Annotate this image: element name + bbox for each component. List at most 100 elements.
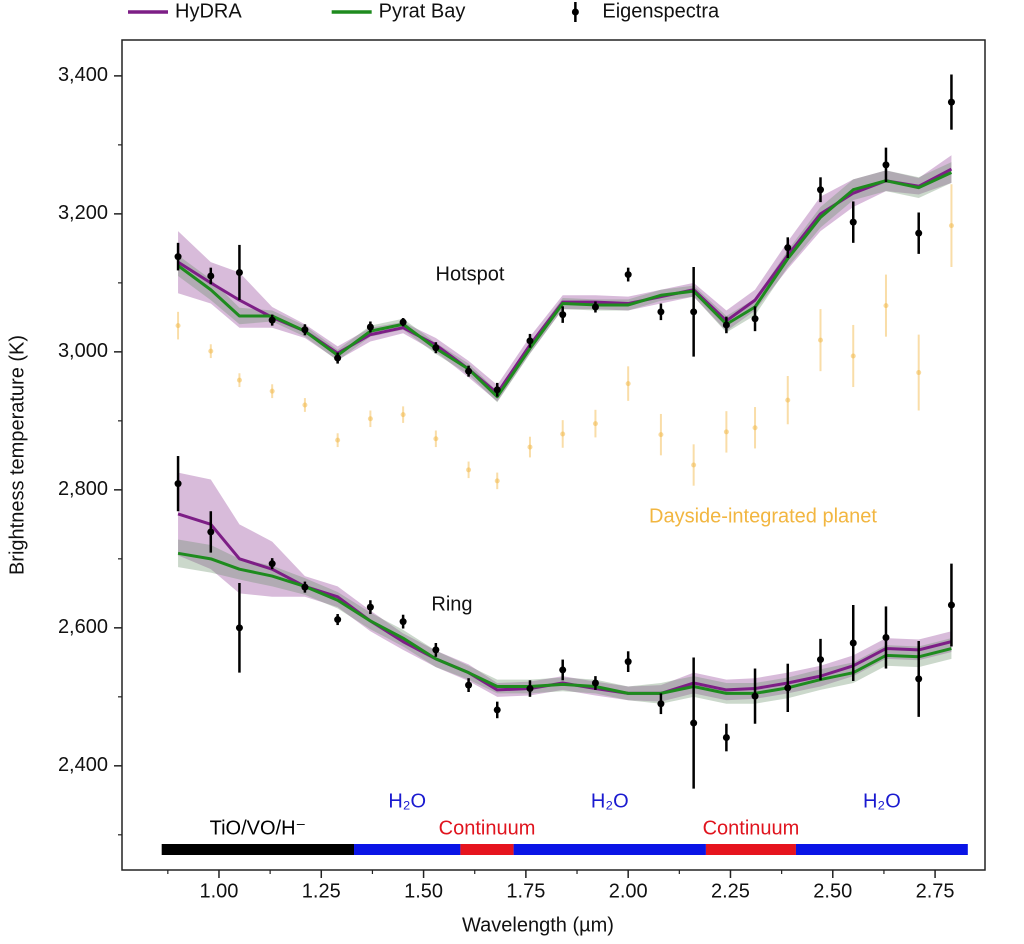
data-point [399, 618, 407, 626]
x-tick-label: 2.75 [916, 880, 955, 902]
band-segment [513, 844, 706, 855]
dayside-point [527, 444, 533, 450]
data-point [817, 186, 825, 194]
dayside-label: Dayside-integrated planet [649, 505, 877, 527]
data-point [947, 98, 955, 106]
x-axis-label: Wavelength (µm) [462, 914, 614, 936]
dayside-point [335, 437, 341, 443]
data-point [526, 685, 534, 693]
dayside-point [752, 425, 758, 431]
data-point [657, 700, 665, 708]
data-point [624, 271, 632, 279]
x-tick-label: 2.25 [711, 880, 750, 902]
band-segment [354, 844, 461, 855]
dayside-point [818, 337, 824, 343]
dayside-point [494, 478, 500, 484]
data-point [591, 303, 599, 311]
data-point [465, 681, 473, 689]
data-point [849, 218, 857, 226]
data-point [493, 386, 501, 394]
dayside-point [948, 223, 954, 229]
dayside-point [208, 348, 214, 354]
model-line [177, 171, 953, 399]
data-point [722, 734, 730, 742]
data-point [268, 560, 276, 568]
legend-label: HyDRA [175, 0, 242, 22]
y-tick-label: 2,600 [58, 616, 108, 638]
dayside-point [625, 381, 631, 387]
model-band [178, 155, 952, 402]
dayside-point [433, 436, 439, 442]
data-point [493, 706, 501, 714]
dayside-point [367, 416, 373, 422]
legend-label: Pyrat Bay [379, 0, 466, 22]
dayside-point [269, 388, 275, 394]
band-segment [460, 844, 514, 855]
data-point [174, 253, 182, 261]
dayside-point [175, 323, 181, 329]
band-segment [705, 844, 796, 855]
x-tick-label: 1.00 [200, 880, 239, 902]
band-label: H₂O [388, 790, 426, 812]
y-axis-label: Brightness temperature (K) [6, 335, 28, 575]
y-tick-label: 2,800 [58, 478, 108, 500]
data-point [915, 229, 923, 237]
y-tick-label: 3,000 [58, 340, 108, 362]
data-point [947, 601, 955, 609]
model-band [178, 162, 952, 403]
annotation: Hotspot [436, 263, 505, 285]
x-tick-label: 1.50 [404, 880, 443, 902]
data-point [465, 367, 473, 375]
data-point [817, 656, 825, 664]
band-label: H₂O [591, 790, 629, 812]
x-tick-label: 1.75 [506, 880, 545, 902]
x-tick-label: 2.50 [813, 880, 852, 902]
data-point [882, 633, 890, 641]
dayside-point [658, 432, 664, 438]
data-point [432, 344, 440, 352]
legend-swatch [571, 8, 579, 16]
y-tick-label: 2,400 [58, 754, 108, 776]
data-point [207, 272, 215, 280]
data-point [366, 603, 374, 611]
data-point [657, 308, 665, 316]
dayside-point [785, 397, 791, 403]
data-point [301, 583, 309, 591]
model-band [178, 472, 952, 702]
data-point [784, 244, 792, 252]
data-point [235, 269, 243, 277]
band-label: TiO/VO/H⁻ [210, 817, 306, 839]
data-point [559, 311, 567, 319]
x-tick-label: 2.00 [609, 880, 648, 902]
data-point [174, 480, 182, 488]
data-point [366, 323, 374, 331]
data-point [784, 684, 792, 692]
data-point [526, 337, 534, 345]
dayside-point [850, 353, 856, 359]
dayside-point [466, 467, 472, 473]
band-label: Continuum [439, 817, 536, 839]
data-point [882, 161, 890, 169]
data-point [268, 316, 276, 324]
data-point [301, 326, 309, 334]
band-label: H₂O [863, 790, 901, 812]
dayside-point [592, 421, 598, 427]
data-point [207, 528, 215, 536]
data-point [915, 675, 923, 683]
dayside-point [560, 431, 566, 437]
plot-frame [121, 39, 986, 871]
y-tick-label: 3,200 [58, 202, 108, 224]
data-point [432, 646, 440, 654]
dayside-point [723, 429, 729, 435]
data-point [690, 719, 698, 727]
x-tick-label: 1.25 [302, 880, 341, 902]
y-tick-label: 3,400 [58, 64, 108, 86]
band-segment [161, 844, 355, 855]
dayside-point [236, 377, 242, 383]
dayside-point [400, 412, 406, 418]
band-segment [795, 844, 968, 855]
data-point [399, 318, 407, 326]
annotation: Ring [431, 593, 472, 615]
